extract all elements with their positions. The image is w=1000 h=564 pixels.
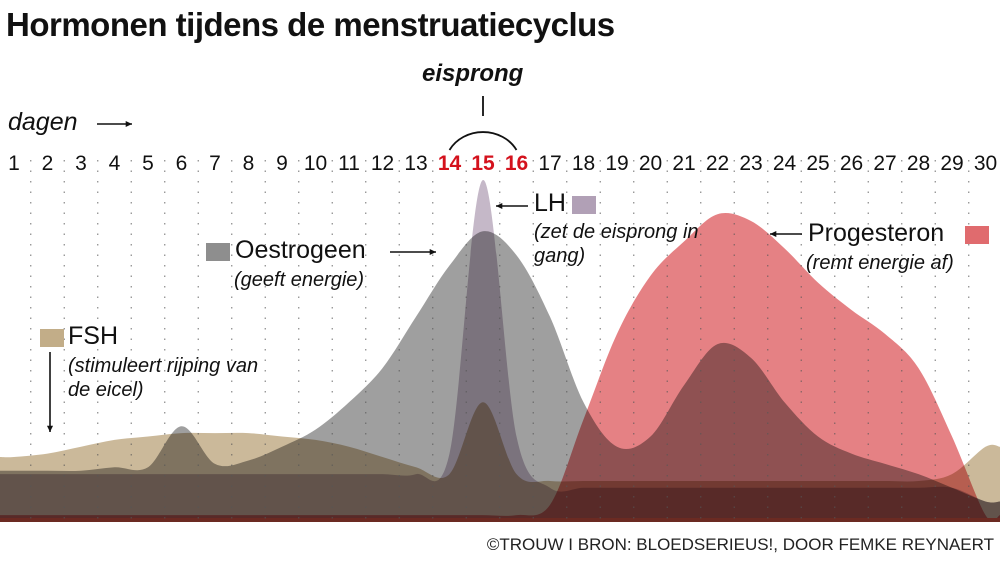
- fsh-swatch: [40, 329, 64, 347]
- x-tick-label: 17: [538, 152, 562, 175]
- x-tick-label: 8: [242, 152, 255, 175]
- x-tick-label: 11: [338, 152, 360, 175]
- oestrogen-note: (geeft energie): [234, 269, 365, 291]
- dagen-arrow-icon-head: [125, 120, 132, 128]
- x-tick-label: 10: [303, 152, 328, 175]
- ovulation-label: eisprong: [422, 60, 524, 87]
- x-tick-label: 13: [404, 152, 428, 175]
- x-tick-label: 25: [806, 152, 830, 175]
- x-tick-label: 23: [739, 152, 763, 175]
- x-tick-label: 15: [471, 152, 495, 175]
- fsh-note: (stimuleert rijping van de eicel): [68, 355, 259, 401]
- x-tick-label: 4: [108, 152, 121, 175]
- x-tick-label: 22: [705, 152, 730, 175]
- series-area-progesteron: [0, 213, 1000, 522]
- x-tick-label: 7: [209, 152, 221, 175]
- x-tick-label: 3: [75, 152, 87, 175]
- x-tick-label: 14: [437, 152, 462, 175]
- x-tick-label: 18: [571, 152, 596, 175]
- x-tick-label: 12: [370, 152, 395, 175]
- chart-title: Hormonen tijdens de menstruatiecyclus: [6, 6, 615, 43]
- series-area-lh: [0, 179, 1000, 522]
- x-tick-label: 28: [906, 152, 931, 175]
- x-tick-label: 5: [142, 152, 154, 175]
- progesterone-label: Progesteron: [808, 219, 945, 247]
- oestrogen-swatch: [206, 243, 230, 261]
- x-tick-label: 29: [940, 152, 964, 175]
- x-tick-label: 21: [672, 152, 696, 175]
- lh-arrow-icon-head: [496, 202, 503, 210]
- x-tick-label: 2: [41, 152, 54, 175]
- lh-label: LH: [534, 189, 566, 217]
- baseline: [0, 518, 1000, 522]
- x-tick-label: 19: [605, 152, 629, 175]
- x-tick-label: 20: [638, 152, 663, 175]
- lh-swatch: [572, 196, 596, 214]
- x-axis-label: dagen: [8, 108, 78, 136]
- x-tick-label: 24: [772, 152, 797, 175]
- x-tick-label: 26: [839, 152, 864, 175]
- ovulation-bracket: [448, 96, 518, 151]
- x-tick-label: 1: [8, 152, 20, 175]
- x-tick-label: 16: [504, 152, 529, 175]
- progesterone-arrow-icon-head: [770, 230, 777, 238]
- x-tick-label: 27: [873, 152, 897, 175]
- fsh-label: FSH: [68, 322, 118, 350]
- credit: ©TROUW I BRON: BLOEDSERIEUS!, DOOR FEMKE…: [486, 535, 994, 554]
- lh-note: (zet de eisprong in gang): [534, 221, 699, 267]
- x-tick-label: 30: [973, 152, 998, 175]
- x-tick-label: 9: [276, 152, 288, 175]
- oestrogen-label: Oestrogeen: [235, 236, 366, 264]
- oestrogen-arrow-icon-head: [429, 248, 436, 256]
- progesterone-swatch: [965, 226, 989, 244]
- fsh-arrow-icon-head: [46, 425, 54, 432]
- x-tick-label: 6: [175, 152, 188, 175]
- progesterone-note: (remt energie af): [806, 252, 954, 274]
